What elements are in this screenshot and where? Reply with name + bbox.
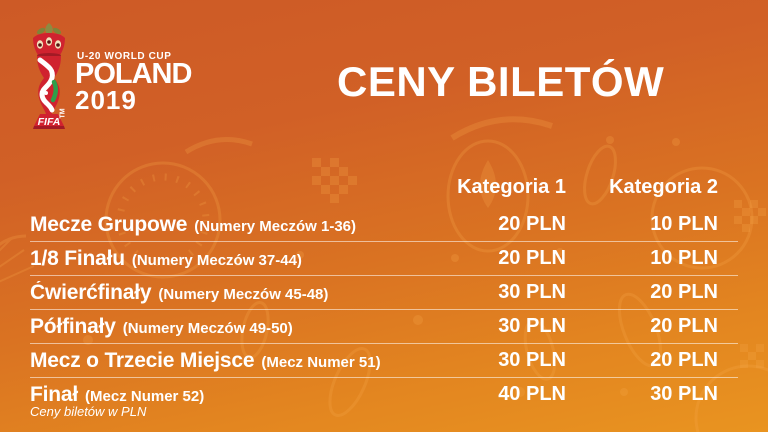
row-note: (Numery Meczów 49-50) xyxy=(122,319,293,337)
footer-note: Ceny biletów w PLN xyxy=(30,404,147,419)
price-kategoria-1: 30 PLN xyxy=(498,349,566,371)
trophy-crest-leaf xyxy=(45,23,53,36)
row-note: (Mecz Numer 52) xyxy=(85,387,205,405)
logo-year: 2019 xyxy=(75,85,137,115)
table-body: Mecze Grupowe (Numery Meczów 1-36) 20 PL… xyxy=(30,208,738,411)
price-kategoria-2: 30 PLN xyxy=(650,383,718,405)
logo-tm-mark: TM xyxy=(59,108,67,119)
table-row: 1/8 Finału (Numery Meczów 37-44) 20 PLN … xyxy=(30,241,738,275)
price-kategoria-2: 20 PLN xyxy=(650,349,718,371)
price-kategoria-2: 20 PLN xyxy=(650,281,718,303)
row-note: (Numery Meczów 45-48) xyxy=(158,285,329,303)
row-label-group: Ćwierćfinały (Numery Meczów 45-48) xyxy=(30,281,426,305)
price-kategoria-1: 20 PLN xyxy=(498,247,566,269)
row-label: Mecz o Trzecie Miejsce xyxy=(30,348,255,372)
price-kategoria-2: 20 PLN xyxy=(650,315,718,337)
table-row: Mecze Grupowe (Numery Meczów 1-36) 20 PL… xyxy=(30,208,738,241)
price-kategoria-1: 30 PLN xyxy=(498,315,566,337)
row-label-group: Półfinały (Numery Meczów 49-50) xyxy=(30,315,426,339)
row-label-group: 1/8 Finału (Numery Meczów 37-44) xyxy=(30,247,426,271)
row-label: Ćwierćfinały xyxy=(30,280,152,304)
trophy-icon: FIFA xyxy=(33,23,65,129)
price-kategoria-1: 40 PLN xyxy=(498,383,566,405)
table-row: Półfinały (Numery Meczów 49-50) 30 PLN 2… xyxy=(30,309,738,343)
price-kategoria-2: 10 PLN xyxy=(650,247,718,269)
logo-country: POLAND xyxy=(75,58,192,90)
fifa-wordmark: FIFA xyxy=(38,116,61,128)
row-label: Mecze Grupowe xyxy=(30,212,188,236)
row-note: (Mecz Numer 51) xyxy=(261,353,381,371)
price-kategoria-1: 30 PLN xyxy=(498,281,566,303)
table-row: Finał (Mecz Numer 52) 40 PLN 30 PLN xyxy=(30,377,738,411)
column-header-kategoria-1: Kategoria 1 xyxy=(457,175,566,198)
row-label-group: Mecze Grupowe (Numery Meczów 1-36) xyxy=(30,213,426,237)
column-header-kategoria-2: Kategoria 2 xyxy=(609,175,718,198)
table-row: Ćwierćfinały (Numery Meczów 45-48) 30 PL… xyxy=(30,275,738,309)
row-label-group: Finał (Mecz Numer 52) xyxy=(30,383,426,407)
price-kategoria-2: 10 PLN xyxy=(650,213,718,235)
row-label: Półfinały xyxy=(30,314,116,338)
price-kategoria-1: 20 PLN xyxy=(498,213,566,235)
page-title: CENY BILETÓW xyxy=(337,58,665,105)
row-note: (Numery Meczów 1-36) xyxy=(194,217,356,235)
table-row: Mecz o Trzecie Miejsce (Mecz Numer 51) 3… xyxy=(30,343,738,377)
row-label: Finał xyxy=(30,382,79,406)
logo-competition: U-20 WORLD CUP xyxy=(77,51,172,62)
table-header-row: Kategoria 1 Kategoria 2 xyxy=(30,170,738,204)
row-note: (Numery Meczów 37-44) xyxy=(131,251,302,269)
row-label-group: Mecz o Trzecie Miejsce (Mecz Numer 51) xyxy=(30,349,426,373)
prices-table: Kategoria 1 Kategoria 2 Mecze Grupowe (N… xyxy=(30,170,738,411)
fifa-u20-logo: FIFA U-20 WORLD CUP POLAND 2019 TM xyxy=(0,0,230,150)
row-label: 1/8 Finału xyxy=(30,246,125,270)
